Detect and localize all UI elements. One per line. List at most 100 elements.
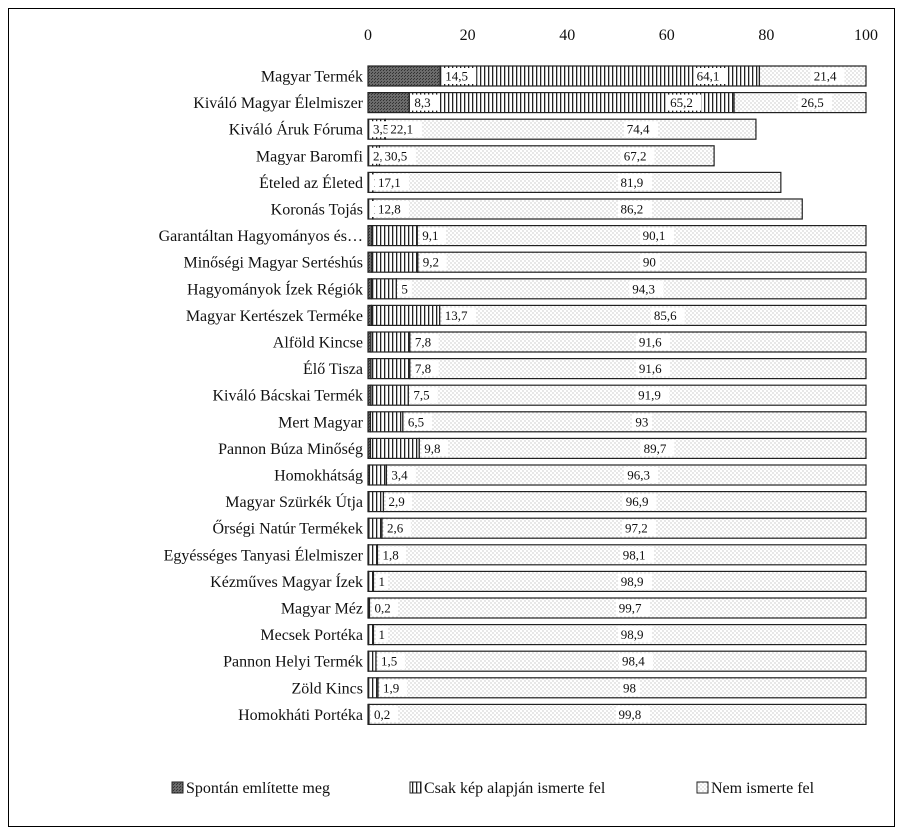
x-tick-label: 100 xyxy=(854,27,878,44)
bar-segment-kep xyxy=(370,384,409,406)
data-label-bg xyxy=(619,546,654,563)
data-label: 0,2 xyxy=(374,707,390,722)
data-label: 98,9 xyxy=(621,627,644,642)
data-label-bg xyxy=(617,626,652,643)
data-label: 7,5 xyxy=(413,388,429,403)
data-label-bg xyxy=(615,706,650,723)
data-label: 91,6 xyxy=(639,361,662,376)
data-label: 5 xyxy=(401,281,408,296)
bar-segment-nem xyxy=(372,198,803,220)
data-label-bg xyxy=(374,201,409,217)
data-label: 1 xyxy=(378,627,385,642)
data-label-bg xyxy=(629,280,664,297)
data-label: 1 xyxy=(378,574,385,589)
bar-segment-kep xyxy=(370,358,411,380)
data-label-bg xyxy=(639,254,660,271)
data-label-bg xyxy=(639,227,674,244)
data-label: 9,2 xyxy=(423,255,439,270)
category-label: Homokháti Portéka xyxy=(238,707,363,724)
data-label-bg xyxy=(624,467,659,483)
category-label: Kiváló Magyar Élelmiszer xyxy=(193,93,363,112)
data-label: 13,7 xyxy=(445,308,468,323)
data-label: 93 xyxy=(635,414,648,429)
bar-segment-spontan xyxy=(367,91,410,114)
category-label: Mecsek Portéka xyxy=(260,627,363,644)
category-label: Alföld Kincse xyxy=(273,335,363,352)
data-label: 64,1 xyxy=(697,69,720,84)
bar-segment-kep xyxy=(371,225,418,247)
bar-segment-kep xyxy=(367,544,379,566)
legend-swatch-spontan xyxy=(171,781,184,794)
data-label: 2,9 xyxy=(388,494,404,509)
category-label: Magyar Termék xyxy=(261,69,363,86)
data-label: 9,8 xyxy=(424,441,440,456)
data-label-bg xyxy=(419,227,447,244)
data-label-bg xyxy=(410,387,438,404)
category-label: Magyar Méz xyxy=(281,601,363,618)
data-label-bg xyxy=(421,440,449,457)
data-label: 1,5 xyxy=(381,654,397,669)
category-label: Hagyományok Ízek Régiók xyxy=(187,279,363,298)
data-label-bg xyxy=(622,493,657,510)
data-label: 65,2 xyxy=(670,95,693,110)
data-label-bg xyxy=(810,68,845,84)
category-label: Egyésséges Tanyasi Élelmiszer xyxy=(164,545,364,564)
data-label-bg xyxy=(411,360,439,377)
data-label-bg xyxy=(640,440,675,457)
bar-segment-kep xyxy=(368,491,385,513)
category-label: Homokhátság xyxy=(274,468,363,485)
bar-segment-kep xyxy=(370,331,411,353)
data-label-bg xyxy=(441,307,476,324)
data-label-bg xyxy=(617,573,652,590)
bar-segment-nem xyxy=(372,171,782,193)
x-tick-label: 20 xyxy=(460,27,476,44)
data-label-bg xyxy=(635,360,670,377)
data-label: 3,4 xyxy=(391,468,408,483)
data-label: 8,3 xyxy=(414,95,430,110)
category-label: Zöld Kincs xyxy=(291,680,363,697)
data-label: 21,4 xyxy=(814,69,837,84)
bar-segment-kep xyxy=(367,650,377,672)
data-label-bg xyxy=(377,653,405,670)
data-label: 26,5 xyxy=(801,95,824,110)
data-label: 7,8 xyxy=(415,335,431,350)
category-label: Kiváló Áruk Fóruma xyxy=(229,120,363,139)
category-label: Pannon Búza Minőség xyxy=(218,441,363,458)
bar-segment-kep xyxy=(369,411,404,433)
data-label: 7,8 xyxy=(415,361,431,376)
data-label: 85,6 xyxy=(654,308,677,323)
data-label-bg xyxy=(404,413,432,430)
data-label: 14,5 xyxy=(445,69,468,84)
data-label: 98,9 xyxy=(621,574,644,589)
legend-label: Csak kép alapján ismerte fel xyxy=(424,780,606,797)
data-label: 94,3 xyxy=(632,281,655,296)
data-label-bg xyxy=(388,467,416,483)
category-label: Pannon Helyi Termék xyxy=(223,654,363,671)
data-label-bg xyxy=(379,679,407,696)
data-label-bg xyxy=(381,147,416,164)
data-label-bg xyxy=(618,653,653,670)
x-tick-label: 0 xyxy=(364,27,372,44)
data-label-bg xyxy=(375,626,389,643)
data-label-bg xyxy=(635,387,670,404)
data-label-bg xyxy=(379,546,407,563)
data-label: 97,2 xyxy=(625,521,648,536)
data-label-bg xyxy=(632,413,653,430)
data-label-bg xyxy=(621,520,656,537)
data-label: 22,1 xyxy=(390,122,413,137)
bar-segment-kep xyxy=(369,437,420,459)
data-label: 99,8 xyxy=(618,707,641,722)
data-label: 0,2 xyxy=(374,601,390,616)
bar-segment-kep xyxy=(370,304,441,326)
category-label: Ételed az Életed xyxy=(259,173,363,192)
data-label-bg xyxy=(371,600,399,616)
data-label-bg xyxy=(620,147,655,164)
bar-segment-nem xyxy=(384,118,757,140)
data-label-bg xyxy=(619,679,640,696)
bar-segment-kep xyxy=(367,677,379,699)
data-label: 96,3 xyxy=(627,468,650,483)
data-label-bg xyxy=(693,68,728,84)
data-label: 17,1 xyxy=(378,175,401,190)
x-tick-label: 80 xyxy=(758,27,774,44)
data-label-bg xyxy=(623,121,658,138)
